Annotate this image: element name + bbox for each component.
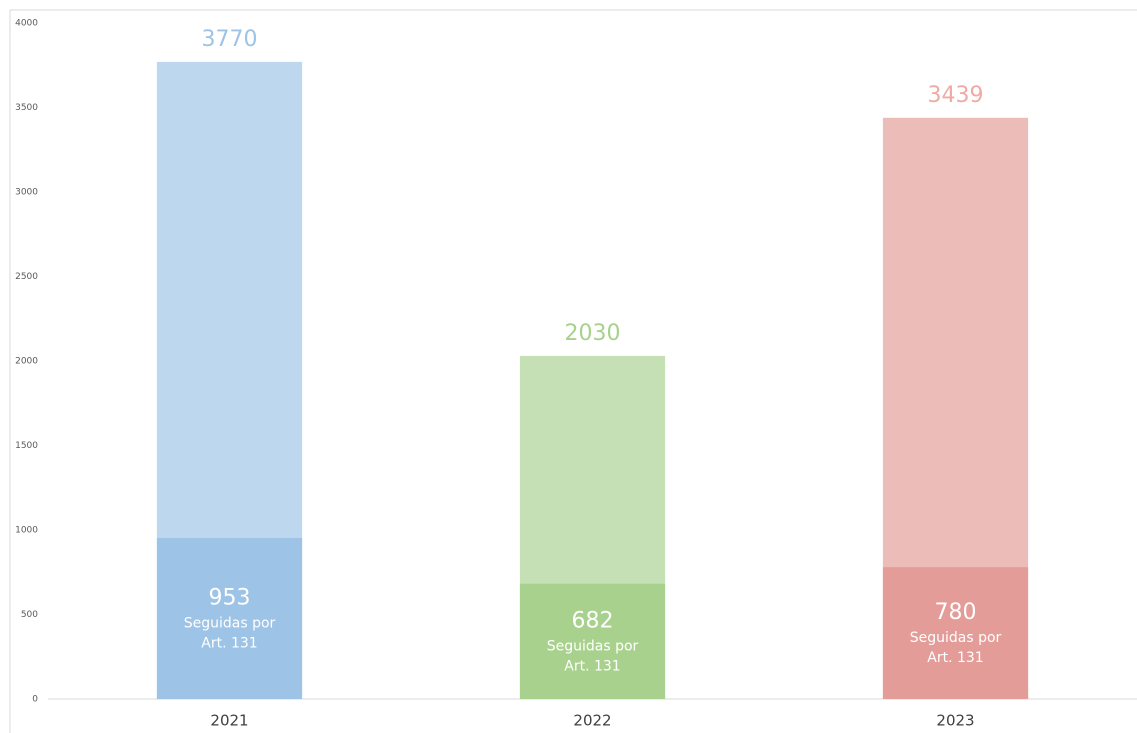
y-tick-label: 0 <box>32 695 38 705</box>
inner-caption: Art. 131 <box>927 650 983 666</box>
y-tick-label: 2000 <box>15 357 38 367</box>
inner-caption: Seguidas por <box>184 615 276 631</box>
y-tick-label: 2500 <box>15 272 38 282</box>
inner-label: 953 <box>209 585 251 610</box>
x-tick-label: 2021 <box>210 712 248 730</box>
y-tick-label: 3000 <box>15 188 38 198</box>
inner-caption: Seguidas por <box>547 638 639 654</box>
y-tick-label: 3500 <box>15 103 38 113</box>
total-label: 3439 <box>928 83 984 108</box>
total-label: 3770 <box>202 27 258 52</box>
y-tick-label: 1500 <box>15 441 38 451</box>
bar-inner <box>156 537 303 699</box>
inner-label: 780 <box>935 600 977 625</box>
bar-inner <box>882 567 1029 699</box>
inner-caption: Art. 131 <box>564 658 620 674</box>
x-tick-label: 2022 <box>573 712 611 730</box>
inner-caption: Seguidas por <box>910 630 1002 646</box>
inner-caption: Art. 131 <box>201 635 257 651</box>
total-label: 2030 <box>565 321 621 346</box>
inner-label: 682 <box>572 608 614 633</box>
x-tick-label: 2023 <box>936 712 974 730</box>
y-tick-label: 4000 <box>15 19 38 29</box>
y-tick-label: 1000 <box>15 526 38 536</box>
y-tick-label: 500 <box>21 610 38 620</box>
bar-inner <box>519 583 666 699</box>
